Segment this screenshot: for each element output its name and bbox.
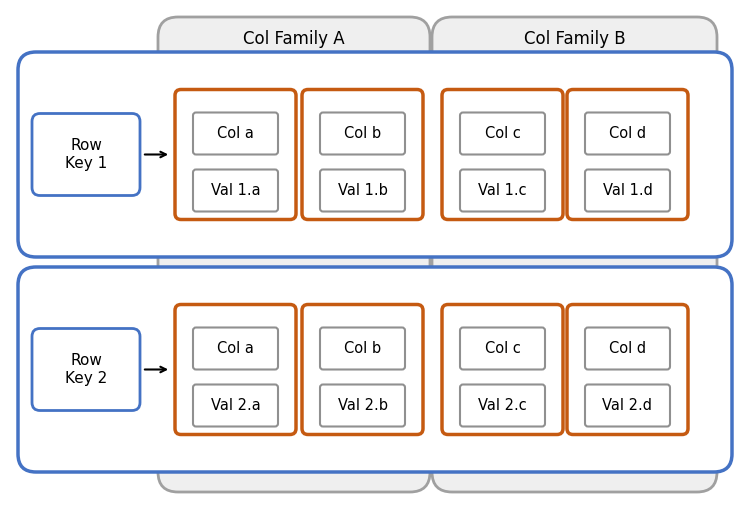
Text: Val 2.b: Val 2.b xyxy=(338,398,388,413)
Text: Row
Key 1: Row Key 1 xyxy=(64,138,107,171)
FancyBboxPatch shape xyxy=(32,329,140,411)
Text: Col Family B: Col Family B xyxy=(524,30,626,48)
FancyBboxPatch shape xyxy=(432,17,717,492)
FancyBboxPatch shape xyxy=(175,305,296,434)
FancyBboxPatch shape xyxy=(585,384,670,426)
FancyBboxPatch shape xyxy=(302,90,423,220)
Text: Col c: Col c xyxy=(484,126,520,141)
Text: Col a: Col a xyxy=(217,341,254,356)
Text: Col b: Col b xyxy=(344,126,381,141)
FancyBboxPatch shape xyxy=(460,384,545,426)
FancyBboxPatch shape xyxy=(442,90,563,220)
Text: Col a: Col a xyxy=(217,126,254,141)
FancyBboxPatch shape xyxy=(460,113,545,155)
FancyBboxPatch shape xyxy=(302,305,423,434)
FancyBboxPatch shape xyxy=(18,52,732,257)
FancyBboxPatch shape xyxy=(193,169,278,211)
Text: Val 1.a: Val 1.a xyxy=(211,183,260,198)
FancyBboxPatch shape xyxy=(585,113,670,155)
Text: Val 2.c: Val 2.c xyxy=(478,398,526,413)
Text: Col c: Col c xyxy=(484,341,520,356)
FancyBboxPatch shape xyxy=(460,169,545,211)
Text: Row
Key 2: Row Key 2 xyxy=(64,353,107,386)
FancyBboxPatch shape xyxy=(442,305,563,434)
Text: Val 1.b: Val 1.b xyxy=(338,183,388,198)
FancyBboxPatch shape xyxy=(567,305,688,434)
FancyBboxPatch shape xyxy=(320,169,405,211)
Text: Val 1.d: Val 1.d xyxy=(602,183,652,198)
FancyBboxPatch shape xyxy=(585,328,670,370)
FancyBboxPatch shape xyxy=(320,384,405,426)
FancyBboxPatch shape xyxy=(567,90,688,220)
FancyBboxPatch shape xyxy=(193,113,278,155)
Text: Val 1.c: Val 1.c xyxy=(478,183,526,198)
FancyBboxPatch shape xyxy=(193,328,278,370)
FancyBboxPatch shape xyxy=(32,114,140,196)
FancyBboxPatch shape xyxy=(320,113,405,155)
FancyBboxPatch shape xyxy=(158,17,430,492)
FancyBboxPatch shape xyxy=(320,328,405,370)
FancyBboxPatch shape xyxy=(193,384,278,426)
Text: Val 2.d: Val 2.d xyxy=(602,398,652,413)
FancyBboxPatch shape xyxy=(18,267,732,472)
Text: Col d: Col d xyxy=(609,126,646,141)
Text: Col b: Col b xyxy=(344,341,381,356)
FancyBboxPatch shape xyxy=(460,328,545,370)
Text: Val 2.a: Val 2.a xyxy=(211,398,260,413)
Text: Col d: Col d xyxy=(609,341,646,356)
Text: Col Family A: Col Family A xyxy=(243,30,345,48)
FancyBboxPatch shape xyxy=(585,169,670,211)
FancyBboxPatch shape xyxy=(175,90,296,220)
